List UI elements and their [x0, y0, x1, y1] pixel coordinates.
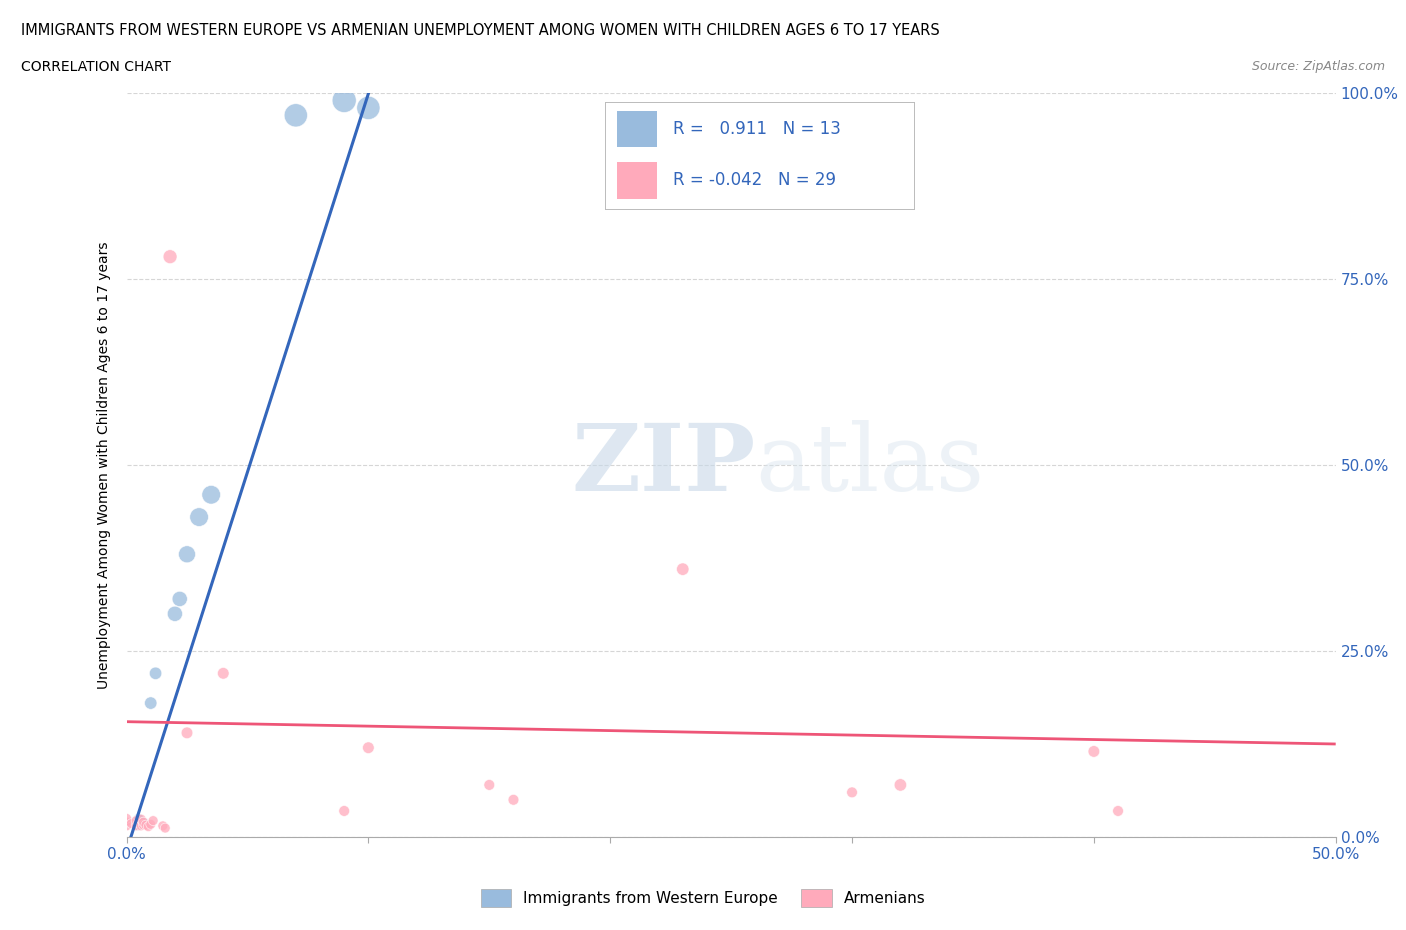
Point [129, 818, 152, 833]
Point [672, 562, 695, 577]
Point [132, 815, 155, 830]
Text: atlas: atlas [755, 420, 984, 510]
Point [115, 811, 138, 826]
Point [333, 804, 356, 818]
Legend: Immigrants from Western Europe, Armenians: Immigrants from Western Europe, Armenian… [474, 884, 932, 913]
Text: CORRELATION CHART: CORRELATION CHART [21, 60, 172, 74]
FancyBboxPatch shape [617, 111, 657, 147]
Point [129, 812, 152, 827]
Point [159, 249, 181, 264]
Point [128, 816, 150, 830]
FancyBboxPatch shape [617, 162, 657, 199]
Point [128, 811, 150, 826]
Text: R = -0.042   N = 29: R = -0.042 N = 29 [672, 171, 835, 190]
Point [145, 666, 167, 681]
Point [155, 820, 177, 835]
Point [1083, 744, 1105, 759]
Point [132, 817, 155, 832]
Point [115, 818, 138, 833]
Point [115, 815, 138, 830]
Point [139, 696, 162, 711]
Point [502, 792, 524, 807]
Point [142, 813, 165, 828]
Point [169, 591, 191, 606]
Point [128, 818, 150, 833]
Point [284, 108, 307, 123]
Point [841, 785, 863, 800]
Point [176, 547, 198, 562]
Point [139, 817, 162, 831]
Text: IMMIGRANTS FROM WESTERN EUROPE VS ARMENIAN UNEMPLOYMENT AMONG WOMEN WITH CHILDRE: IMMIGRANTS FROM WESTERN EUROPE VS ARMENI… [21, 23, 939, 38]
Point [889, 777, 911, 792]
Point [125, 818, 148, 833]
Point [333, 93, 356, 108]
Point [357, 100, 380, 115]
Point [163, 606, 186, 621]
Point [212, 666, 235, 681]
Point [135, 817, 157, 832]
Y-axis label: Unemployment Among Women with Children Ages 6 to 17 years: Unemployment Among Women with Children A… [97, 241, 111, 689]
Point [478, 777, 501, 792]
Point [200, 487, 222, 502]
Point [188, 510, 211, 525]
Point [136, 819, 159, 834]
Text: ZIP: ZIP [571, 420, 755, 510]
Point [120, 817, 142, 831]
Point [132, 815, 155, 830]
Point [176, 725, 198, 740]
Point [125, 813, 148, 828]
Point [152, 818, 174, 833]
Text: R =   0.911   N = 13: R = 0.911 N = 13 [672, 120, 841, 138]
Point [1107, 804, 1129, 818]
Point [357, 740, 380, 755]
Text: Source: ZipAtlas.com: Source: ZipAtlas.com [1251, 60, 1385, 73]
